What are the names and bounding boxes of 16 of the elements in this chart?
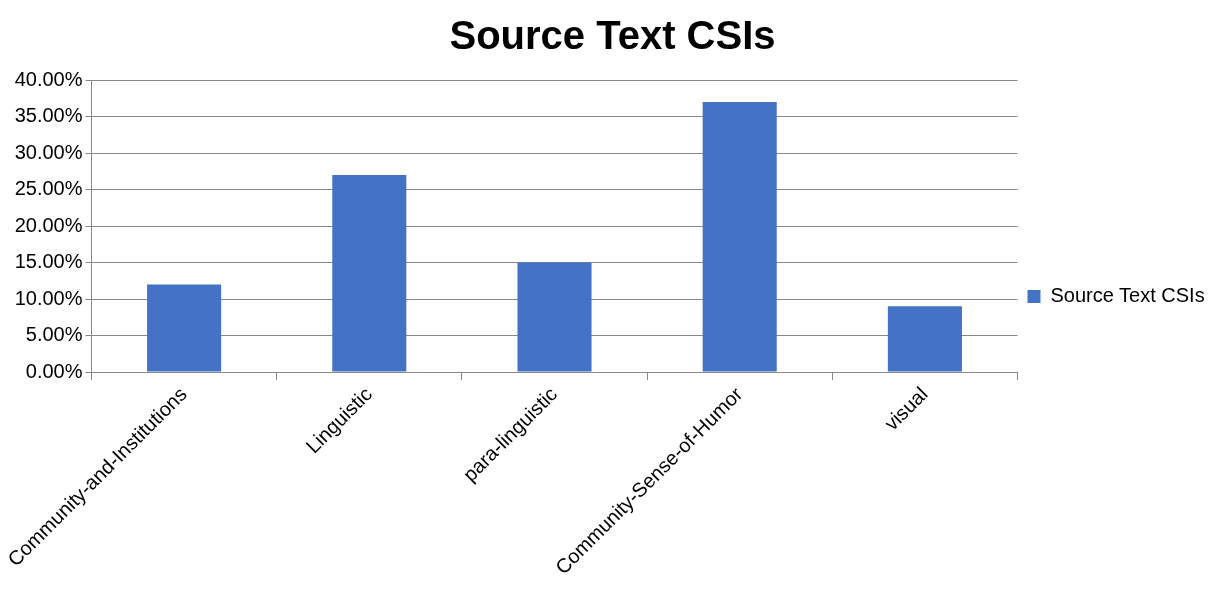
y-tick-label: 30.00% [14,140,83,163]
y-tick-label: 25.00% [14,177,83,200]
bar [332,174,407,372]
bar [887,306,962,372]
y-tick-label: 20.00% [14,213,83,236]
legend-label: Source Text CSIs [1050,284,1205,307]
y-tick-label: 10.00% [14,286,83,309]
y-tick-label: 15.00% [14,250,83,273]
y-tick-label: 0.00% [25,359,83,382]
y-tick-label: 40.00% [14,67,83,90]
bar [517,262,592,372]
y-tick-label: 35.00% [14,104,83,127]
bar [702,101,777,372]
y-tick-label: 5.00% [25,323,83,346]
chart-title: Source Text CSIs [449,13,776,58]
bar [147,284,222,372]
